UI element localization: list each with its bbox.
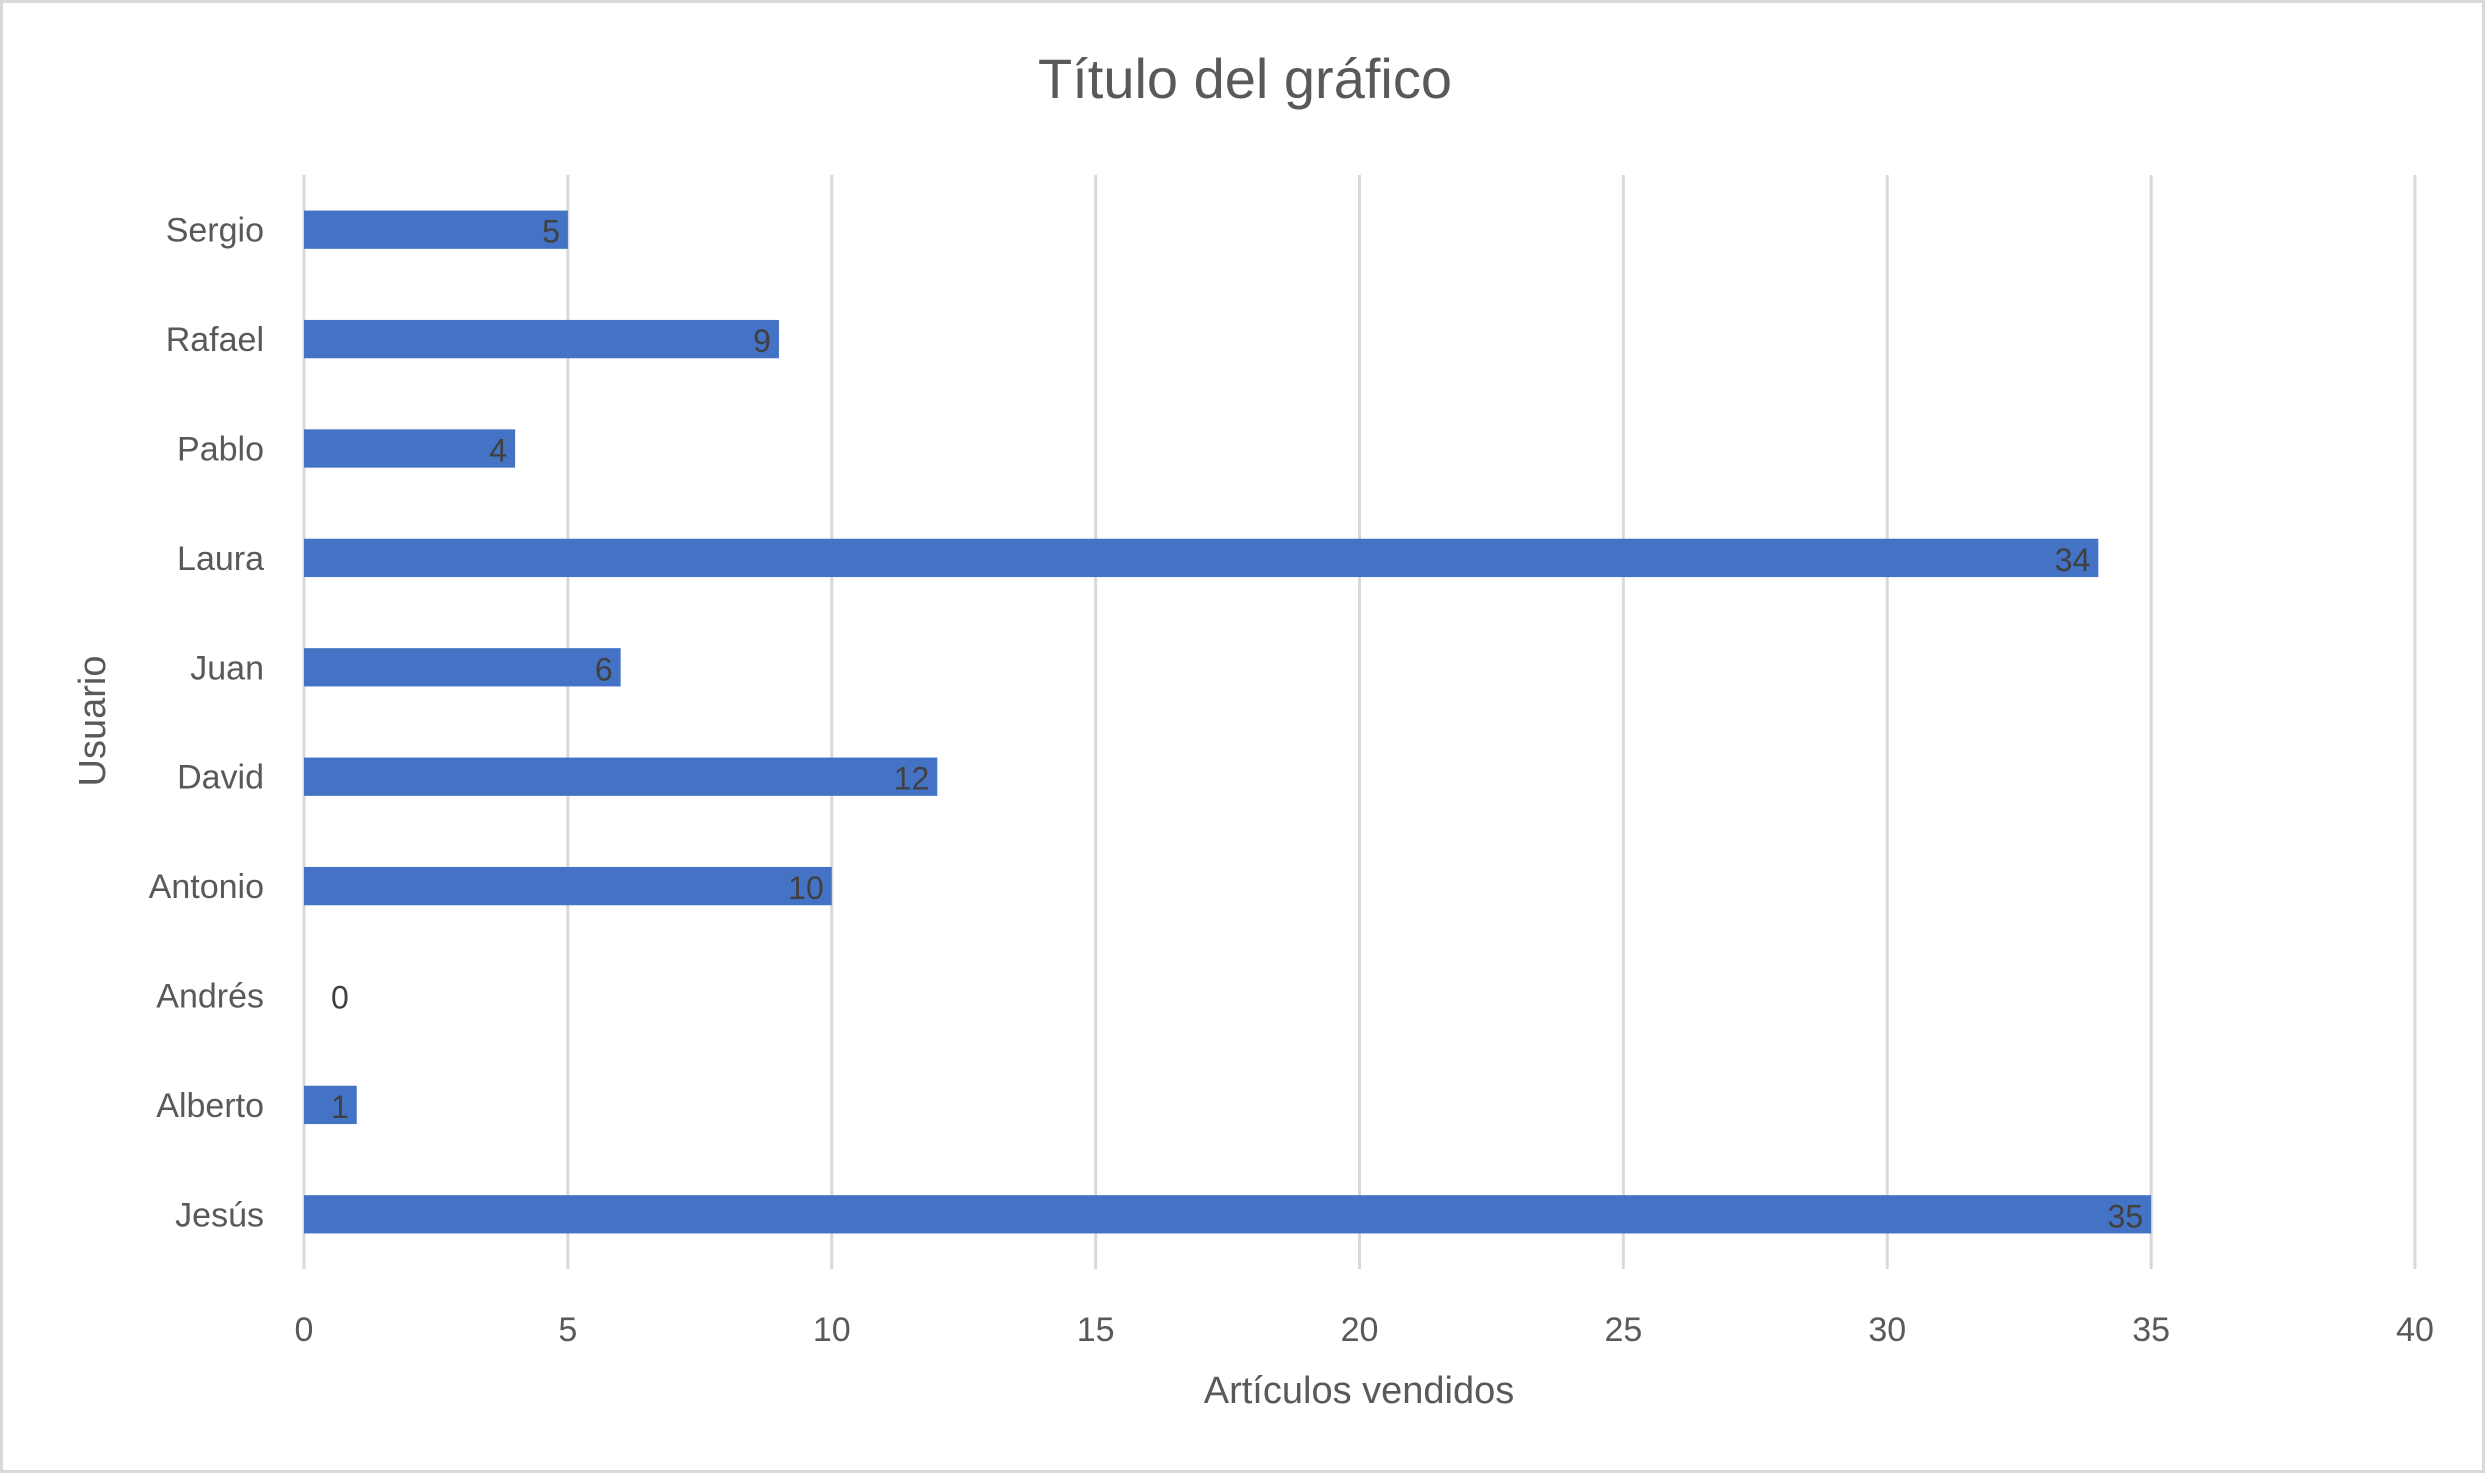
y-tick-label-alberto: Alberto	[156, 1087, 264, 1125]
x-tick-label-0: 0	[295, 1311, 314, 1349]
y-tick-label-sergio: Sergio	[166, 212, 264, 250]
y-tick-label-juan: Juan	[190, 649, 264, 687]
data-label-pablo: 4	[489, 433, 507, 469]
bar-alberto	[304, 1085, 357, 1125]
y-tick-label-jesus: Jesús	[175, 1196, 264, 1234]
bar-jesus	[304, 1195, 2152, 1234]
y-axis-title: Usuario	[72, 656, 114, 787]
data-label-david: 12	[894, 761, 930, 797]
x-axis-tick-labels: 0 5 10 15 20 25 30 35 40	[295, 1311, 2434, 1349]
y-tick-label-andres: Andrés	[156, 978, 264, 1016]
data-label-sergio: 5	[542, 214, 560, 250]
x-tick-label-40: 40	[2396, 1311, 2434, 1349]
y-tick-label-antonio: Antonio	[149, 868, 264, 906]
data-label-laura: 34	[2055, 542, 2091, 578]
y-axis-tick-labels: Jesús Alberto Andrés Antonio David Juan Laura P…	[149, 212, 264, 1235]
x-tick-label-10: 10	[813, 1311, 851, 1349]
data-label-rafael: 9	[753, 323, 771, 359]
data-label-alberto: 1	[331, 1089, 349, 1125]
chart-title: Título del gráfico	[1038, 47, 1452, 110]
y-tick-label-david: David	[177, 759, 264, 797]
x-tick-label-35: 35	[2132, 1311, 2170, 1349]
bar-juan	[304, 648, 621, 687]
x-tick-label-30: 30	[1868, 1311, 1906, 1349]
y-tick-label-rafael: Rafael	[166, 321, 264, 359]
bar-pablo	[304, 429, 516, 468]
x-tick-label-20: 20	[1341, 1311, 1379, 1349]
y-tick-label-pablo: Pablo	[177, 431, 264, 469]
bar-sergio	[304, 210, 568, 249]
x-tick-label-15: 15	[1077, 1311, 1115, 1349]
bar-laura	[304, 538, 2099, 578]
data-label-juan: 6	[595, 651, 613, 687]
bar-chart: Título del gráfico Artículos vendidos Us…	[72, 47, 2434, 1412]
bar-rafael	[304, 319, 779, 359]
bar-david	[304, 757, 938, 796]
y-tick-label-laura: Laura	[177, 540, 264, 578]
data-label-andres: 0	[331, 980, 349, 1016]
data-label-jesus: 35	[2108, 1198, 2144, 1234]
bar-antonio	[304, 866, 832, 906]
bars	[304, 210, 2152, 1234]
x-tick-label-5: 5	[558, 1311, 577, 1349]
data-label-antonio: 10	[788, 870, 824, 906]
x-axis-title: Artículos vendidos	[1204, 1370, 1515, 1412]
x-tick-label-25: 25	[1604, 1311, 1642, 1349]
